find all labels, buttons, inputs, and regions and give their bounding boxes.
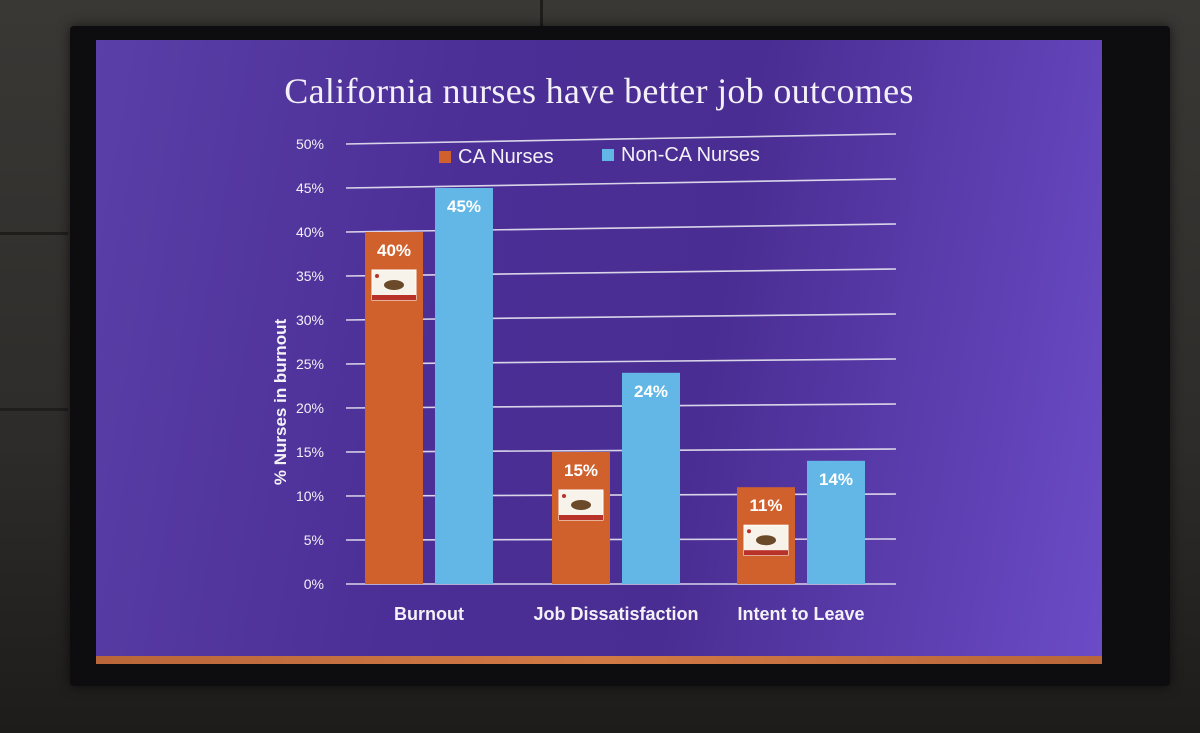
- gridline: [345, 223, 897, 233]
- y-tick-label: 45%: [296, 180, 324, 196]
- legend-swatch-non-ca: [602, 149, 614, 161]
- y-axis-ticks: 0% 5% 10% 15% 20% 25% 30% 35% 40% 45% 50%: [296, 136, 324, 592]
- gridline: [345, 313, 897, 321]
- y-tick-label: 35%: [296, 268, 324, 284]
- flag-star: [562, 494, 566, 498]
- category-labels: Burnout Job Dissatisfaction Intent to Leav…: [394, 604, 865, 624]
- flag-red-stripe: [559, 515, 603, 520]
- y-tick-label: 25%: [296, 356, 324, 372]
- presentation-slide: California nurses have better job outcom…: [96, 40, 1102, 662]
- flag-red-stripe: [372, 295, 416, 300]
- bar-non-ca: [435, 188, 493, 584]
- gridline: [345, 268, 897, 277]
- california-flag-badge: [371, 269, 417, 301]
- gridline: [345, 403, 897, 409]
- gridline: [345, 133, 897, 145]
- wall-seam: [0, 408, 68, 411]
- flag-bear: [384, 280, 404, 290]
- data-label: 40%: [377, 241, 411, 260]
- y-tick-label: 15%: [296, 444, 324, 460]
- data-label: 11%: [749, 496, 782, 515]
- gridline: [345, 178, 897, 189]
- y-tick-label: 5%: [304, 532, 324, 548]
- y-axis-label: % Nurses in burnout: [271, 319, 290, 486]
- bars: 40% 45% 15% 24% 11% 14%: [365, 188, 865, 584]
- wall-seam: [540, 0, 543, 26]
- category-label: Burnout: [394, 604, 464, 624]
- y-tick-label: 10%: [296, 488, 324, 504]
- category-label: Job Dissatisfaction: [533, 604, 698, 624]
- legend: CA Nurses Non-CA Nurses: [439, 144, 760, 168]
- y-tick-label: 0%: [304, 576, 324, 592]
- y-tick-label: 30%: [296, 312, 324, 328]
- flag-badges: [371, 269, 789, 556]
- california-flag-badge: [743, 524, 789, 556]
- wall-seam: [0, 232, 68, 235]
- bar-non-ca: [622, 372, 680, 584]
- legend-label-non-ca: Non-CA Nurses: [621, 144, 760, 166]
- y-tick-label: 50%: [296, 136, 324, 152]
- gridline: [345, 358, 897, 365]
- gridline: [345, 448, 897, 453]
- flag-star: [747, 529, 751, 534]
- category-label: Intent to Leave: [737, 604, 864, 624]
- data-label: 14%: [819, 470, 853, 489]
- bar-non-ca: [807, 460, 865, 584]
- legend-swatch-ca: [439, 151, 451, 163]
- slide-bottom-strip: [96, 656, 1102, 664]
- data-label: 45%: [447, 197, 481, 216]
- legend-label-ca: CA Nurses: [458, 146, 554, 168]
- flag-bear: [571, 500, 591, 510]
- flag-bear: [756, 535, 776, 546]
- data-label: 15%: [564, 461, 598, 480]
- flag-star: [375, 274, 379, 278]
- data-label: 24%: [634, 382, 668, 401]
- slide-title: California nurses have better job outcom…: [284, 71, 914, 111]
- flag-red-stripe: [744, 550, 788, 556]
- bar-chart: 0% 5% 10% 15% 20% 25% 30% 35% 40% 45% 50% % Nurses…: [271, 133, 897, 624]
- california-flag-badge: [558, 489, 604, 521]
- y-tick-label: 20%: [296, 400, 324, 416]
- y-tick-label: 40%: [296, 224, 324, 240]
